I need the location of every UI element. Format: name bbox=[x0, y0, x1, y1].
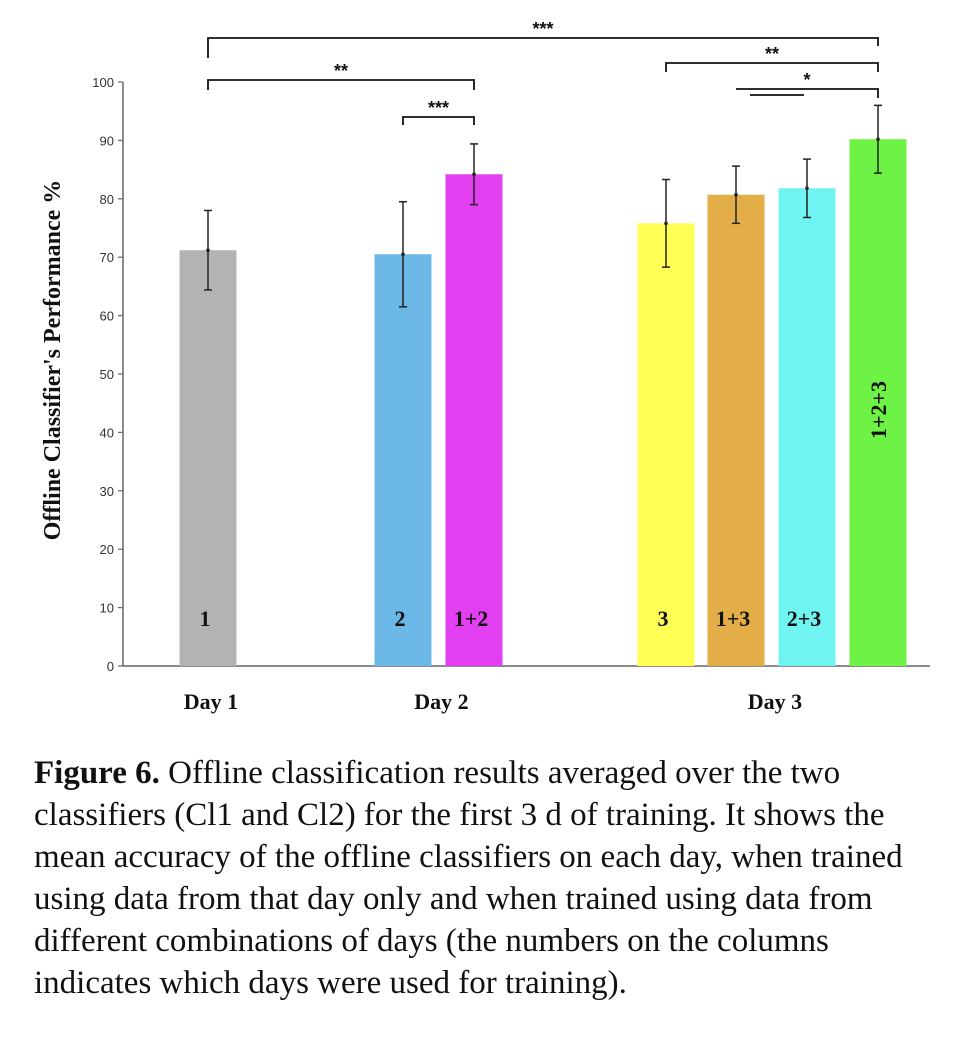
mean-point bbox=[876, 137, 880, 142]
y-axis-label: Offline Classifier's Performance % bbox=[40, 180, 66, 541]
mean-point bbox=[805, 186, 809, 191]
y-tick-label: 70 bbox=[100, 250, 114, 265]
bar bbox=[637, 223, 695, 666]
mean-point bbox=[734, 192, 738, 197]
x-group-label: Day 2 bbox=[414, 689, 468, 714]
y-tick-label: 20 bbox=[100, 542, 114, 557]
y-tick-label: 30 bbox=[100, 484, 114, 499]
significance-label: * bbox=[803, 70, 810, 90]
caption-text: Offline classification results averaged … bbox=[34, 755, 903, 1001]
x-group-label: Day 1 bbox=[184, 689, 238, 714]
bar-chart: 0 10 20 30 40 50 60 70 80 90 100 Day 1 Day 2 Day 3 1 2… bbox=[40, 19, 930, 714]
mean-point bbox=[472, 172, 476, 177]
bar bbox=[778, 188, 836, 666]
significance-label: ** bbox=[765, 44, 779, 64]
y-tick-label: 90 bbox=[100, 133, 114, 148]
y-tick-label: 80 bbox=[100, 192, 114, 207]
bar-label: 1+3 bbox=[716, 606, 751, 631]
bar bbox=[374, 254, 432, 666]
y-tick-label: 60 bbox=[100, 309, 114, 324]
bar bbox=[849, 139, 907, 666]
bars-group: 1 2 1+2 3 1+3 2+3 1+2+3 bbox=[179, 104, 907, 666]
y-tick-label: 50 bbox=[100, 367, 114, 382]
caption-lead: Figure 6. bbox=[34, 755, 160, 791]
y-tick-label: 100 bbox=[92, 75, 114, 90]
significance-group: *********** bbox=[207, 19, 879, 125]
bar bbox=[445, 174, 503, 666]
y-tick-label: 0 bbox=[107, 659, 114, 674]
bar-label: 1+2+3 bbox=[866, 381, 891, 439]
bar-label: 3 bbox=[658, 606, 669, 631]
bar bbox=[707, 194, 765, 666]
significance-bracket bbox=[207, 37, 879, 58]
mean-point bbox=[206, 248, 210, 252]
bar bbox=[179, 250, 237, 666]
y-tick-label: 40 bbox=[100, 425, 114, 440]
significance-label: ** bbox=[334, 61, 348, 81]
axis-group: 0 10 20 30 40 50 60 70 80 90 100 Day 1 Day 2 Day 3 bbox=[92, 75, 930, 714]
bar-label: 1+2 bbox=[454, 606, 489, 631]
significance-label: *** bbox=[428, 98, 449, 118]
mean-point bbox=[401, 252, 405, 257]
figure-caption: Figure 6. Offline classification results… bbox=[34, 752, 934, 1004]
significance-label: *** bbox=[532, 19, 553, 39]
significance-bracket bbox=[736, 88, 879, 98]
significance-bracket bbox=[665, 62, 879, 72]
x-group-label: Day 3 bbox=[748, 689, 802, 714]
y-tick-label: 10 bbox=[100, 601, 114, 616]
significance-bracket bbox=[207, 79, 475, 90]
mean-point bbox=[664, 221, 668, 226]
bar-label: 1 bbox=[200, 606, 211, 631]
bar-label: 2 bbox=[395, 606, 406, 631]
bar-label: 2+3 bbox=[787, 606, 822, 631]
significance-bracket bbox=[402, 116, 475, 125]
